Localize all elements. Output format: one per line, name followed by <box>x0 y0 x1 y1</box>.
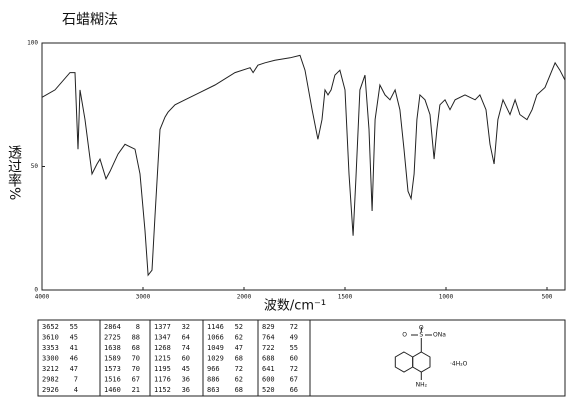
peak-transmittance: 88 <box>132 334 140 342</box>
peak-transmittance: 60 <box>290 355 298 363</box>
peak-transmittance: 70 <box>132 355 140 363</box>
x-tick-label: 1000 <box>439 294 454 301</box>
plot-frame <box>41 42 566 291</box>
peak-wavenumber: 1638 <box>104 344 121 352</box>
peak-wavenumber: 3610 <box>42 334 59 342</box>
peak-wavenumber: 2982 <box>42 376 59 384</box>
hydrate-label: ·4H₂O <box>450 361 468 368</box>
peak-transmittance: 67 <box>132 376 140 384</box>
peak-transmittance: 45 <box>182 365 190 373</box>
peak-wavenumber: 641 <box>262 365 275 373</box>
x-tick-label: 500 <box>542 294 553 301</box>
atom-label: ONa <box>433 332 446 339</box>
peak-transmittance: 46 <box>70 355 78 363</box>
peak-wavenumber: 1066 <box>207 334 224 342</box>
peak-transmittance: 47 <box>70 365 78 373</box>
ring <box>412 351 431 373</box>
peak-wavenumber: 1460 <box>104 386 121 394</box>
peak-wavenumber: 3300 <box>42 355 59 363</box>
peak-transmittance: 55 <box>290 344 298 352</box>
peak-wavenumber: 886 <box>207 376 220 384</box>
peak-wavenumber: 1268 <box>154 344 171 352</box>
peak-wavenumber: 1146 <box>207 323 224 331</box>
peak-wavenumber: 1152 <box>154 386 171 394</box>
peak-transmittance: 4 <box>74 386 78 394</box>
peak-wavenumber: 3353 <box>42 344 59 352</box>
y-axis-label: 透过率% <box>6 145 22 200</box>
peak-wavenumber: 863 <box>207 386 220 394</box>
peak-transmittance: 36 <box>182 386 190 394</box>
peak-transmittance: 70 <box>132 365 140 373</box>
peak-transmittance: 67 <box>290 376 298 384</box>
peak-transmittance: 8 <box>136 323 140 331</box>
chart-title: 石蜡糊法 <box>62 12 118 28</box>
peak-transmittance: 68 <box>235 355 243 363</box>
spectrum-line <box>41 54 566 277</box>
atom-label: O <box>419 325 424 332</box>
y-tick-label: 50 <box>31 163 39 170</box>
peak-transmittance: 72 <box>290 323 298 331</box>
peak-wavenumber: 1049 <box>207 344 224 352</box>
peak-wavenumber: 1347 <box>154 334 171 342</box>
peak-wavenumber: 1176 <box>154 376 171 384</box>
peak-wavenumber: 1215 <box>154 355 171 363</box>
atom-label: O <box>402 332 407 339</box>
peak-transmittance: 66 <box>290 386 298 394</box>
peak-transmittance: 62 <box>235 376 243 384</box>
peak-wavenumber: 520 <box>262 386 275 394</box>
peak-wavenumber: 764 <box>262 334 275 342</box>
peak-transmittance: 52 <box>235 323 243 331</box>
peak-wavenumber: 3212 <box>42 365 59 373</box>
peak-transmittance: 72 <box>235 365 243 373</box>
peak-transmittance: 72 <box>290 365 298 373</box>
peak-transmittance: 45 <box>70 334 78 342</box>
peak-wavenumber: 688 <box>262 355 275 363</box>
peak-wavenumber: 1589 <box>104 355 121 363</box>
x-axis-label: 波数/cm⁻¹ <box>264 299 326 314</box>
x-tick-label: 4000 <box>35 294 50 301</box>
peak-wavenumber: 2725 <box>104 334 121 342</box>
peak-wavenumber: 966 <box>207 365 220 373</box>
structure-drawing <box>394 327 432 380</box>
x-tick-label: 2000 <box>237 294 252 301</box>
peak-transmittance: 64 <box>182 334 190 342</box>
peak-transmittance: 49 <box>290 334 298 342</box>
y-tick-label: 100 <box>27 40 38 47</box>
peak-transmittance: 7 <box>74 376 78 384</box>
peak-wavenumber: 1573 <box>104 365 121 373</box>
peak-wavenumber: 3652 <box>42 323 59 331</box>
atom-label: NH₂ <box>416 382 428 389</box>
peak-transmittance: 60 <box>182 355 190 363</box>
peak-wavenumber: 1195 <box>154 365 171 373</box>
peak-wavenumber: 829 <box>262 323 275 331</box>
peak-transmittance: 62 <box>235 334 243 342</box>
peak-wavenumber: 1516 <box>104 376 121 384</box>
ring <box>394 351 414 373</box>
peak-transmittance: 74 <box>182 344 190 352</box>
peak-transmittance: 21 <box>132 386 140 394</box>
peak-transmittance: 68 <box>132 344 140 352</box>
peak-wavenumber: 1029 <box>207 355 224 363</box>
peak-transmittance: 41 <box>70 344 78 352</box>
peak-wavenumber: 1377 <box>154 323 171 331</box>
peak-wavenumber: 2926 <box>42 386 59 394</box>
x-tick-label: 3000 <box>136 294 151 301</box>
peak-transmittance: 36 <box>182 376 190 384</box>
peak-transmittance: 32 <box>182 323 190 331</box>
y-tick-label: 0 <box>34 287 38 294</box>
atom-label: S <box>419 332 423 339</box>
peak-wavenumber: 2864 <box>104 323 121 331</box>
peak-transmittance: 55 <box>70 323 78 331</box>
peak-transmittance: 68 <box>235 386 243 394</box>
table-frame <box>37 319 566 397</box>
x-tick-label: 1500 <box>338 294 353 301</box>
peak-transmittance: 47 <box>235 344 243 352</box>
peak-wavenumber: 600 <box>262 376 275 384</box>
peak-wavenumber: 722 <box>262 344 275 352</box>
